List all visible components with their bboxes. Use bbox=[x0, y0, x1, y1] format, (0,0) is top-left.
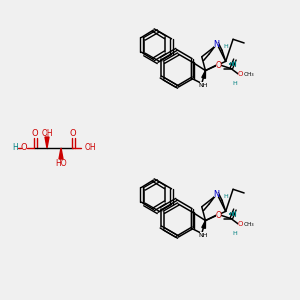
Text: O: O bbox=[21, 143, 27, 152]
Polygon shape bbox=[202, 220, 206, 228]
Text: O: O bbox=[238, 221, 243, 227]
Text: O: O bbox=[215, 61, 221, 70]
FancyBboxPatch shape bbox=[216, 63, 221, 67]
Text: NH: NH bbox=[199, 83, 208, 88]
Text: N: N bbox=[213, 190, 220, 199]
Text: H: H bbox=[223, 194, 228, 199]
Text: O: O bbox=[32, 130, 38, 139]
Text: OH: OH bbox=[85, 143, 97, 152]
Text: H: H bbox=[12, 143, 18, 152]
FancyBboxPatch shape bbox=[238, 222, 250, 226]
FancyBboxPatch shape bbox=[214, 43, 219, 47]
Text: NH: NH bbox=[199, 233, 208, 238]
Text: H: H bbox=[223, 44, 228, 49]
Text: CH₃: CH₃ bbox=[243, 222, 254, 227]
Text: O: O bbox=[238, 71, 243, 77]
FancyBboxPatch shape bbox=[214, 193, 219, 197]
FancyBboxPatch shape bbox=[200, 82, 207, 87]
FancyBboxPatch shape bbox=[200, 232, 207, 237]
Polygon shape bbox=[202, 70, 206, 78]
Text: O: O bbox=[215, 211, 221, 220]
FancyBboxPatch shape bbox=[238, 72, 250, 76]
Text: O: O bbox=[70, 130, 76, 139]
Text: OH: OH bbox=[41, 128, 53, 137]
Text: H: H bbox=[232, 81, 237, 86]
Text: H: H bbox=[232, 231, 237, 236]
Text: HO: HO bbox=[55, 160, 67, 169]
FancyBboxPatch shape bbox=[216, 213, 221, 217]
Polygon shape bbox=[45, 137, 49, 148]
Text: N: N bbox=[213, 40, 220, 49]
Text: CH₃: CH₃ bbox=[243, 72, 254, 77]
Polygon shape bbox=[59, 148, 63, 159]
